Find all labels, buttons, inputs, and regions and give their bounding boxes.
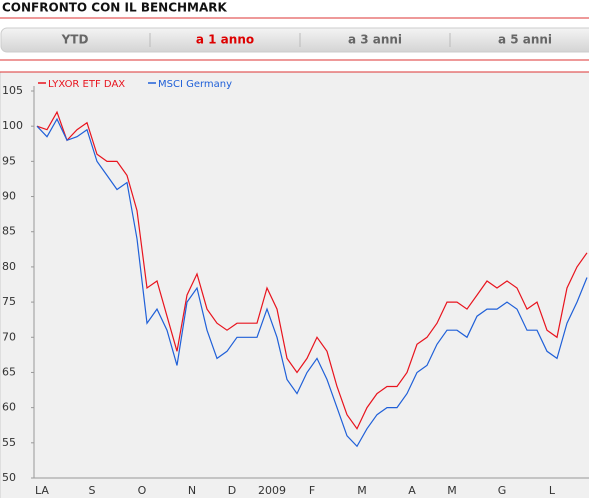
- y-tick-label: 95: [2, 154, 16, 167]
- y-tick-label: 70: [2, 330, 16, 343]
- x-tick-label: S: [89, 484, 96, 497]
- series-line: [36, 110, 588, 430]
- legend-label: LYXOR ETF DAX: [48, 79, 125, 90]
- series-line: [36, 117, 588, 448]
- tab[interactable]: a 3 anni: [348, 33, 402, 47]
- chart: 50 55 60 65 70 75 80 85 90 95 100 105 LA S O N D 2009 F M A M…: [2, 79, 589, 497]
- x-tick-label: 2009: [258, 484, 286, 497]
- x-tick-label: F: [309, 484, 315, 497]
- tab[interactable]: a 5 anni: [498, 33, 552, 47]
- y-tick-label: 85: [2, 225, 16, 238]
- y-tick-label: 80: [2, 260, 16, 273]
- page-title: CONFRONTO CON IL BENCHMARK: [2, 1, 228, 15]
- y-tick-label: 50: [2, 471, 16, 484]
- y-tick-label: 60: [2, 401, 16, 414]
- tab[interactable]: YTD: [61, 33, 89, 47]
- x-tick-label: N: [188, 484, 196, 497]
- x-tick-label: L: [549, 484, 556, 497]
- x-tick-label: G: [498, 484, 507, 497]
- tab-bar: [0, 27, 589, 53]
- y-tick-label: 75: [2, 295, 16, 308]
- y-tick-label: 65: [2, 365, 16, 378]
- x-tick-label: O: [138, 484, 147, 497]
- tab[interactable]: a 1 anno: [196, 33, 254, 47]
- x-tick-label: M: [447, 484, 457, 497]
- x-tick-label: M: [357, 484, 367, 497]
- y-tick-label: 90: [2, 190, 16, 203]
- x-tick-label: D: [228, 484, 236, 497]
- x-tick-label: LA: [35, 484, 49, 497]
- legend-label: MSCI Germany: [158, 79, 232, 90]
- x-tick-label: A: [408, 484, 416, 497]
- y-tick-label: 100: [2, 119, 23, 132]
- y-tick-label: 105: [2, 84, 23, 97]
- y-tick-label: 55: [2, 436, 16, 449]
- tabs: YTD a 1 anno a 3 anni a 5 anni: [61, 33, 552, 47]
